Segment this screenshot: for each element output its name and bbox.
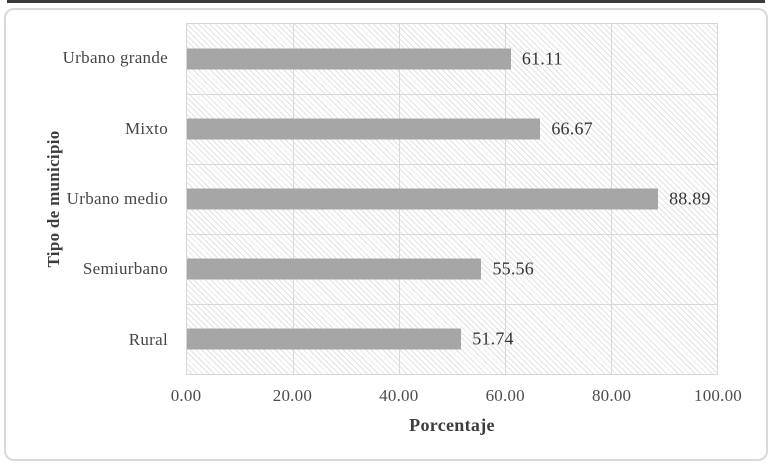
bar xyxy=(187,328,462,350)
category-axis-labels: Urbano grande Mixto Urbano medio Semiurbano… xyxy=(0,23,174,375)
x-tick-label: 60.00 xyxy=(485,386,525,405)
x-tick-label: 80.00 xyxy=(591,386,632,405)
value-label: 51.74 xyxy=(472,328,514,349)
value-label: 66.67 xyxy=(551,118,593,139)
bar xyxy=(187,188,659,210)
top-rule xyxy=(7,0,765,3)
bar xyxy=(187,118,541,140)
category-label: Mixto xyxy=(124,118,168,138)
category-label: Urbano medio xyxy=(66,189,168,208)
category-label: Rural xyxy=(128,329,168,349)
horizontal-gridline xyxy=(187,164,717,165)
category-label: Semiurbano xyxy=(82,259,168,279)
plot-area: 61.11 66.67 88.89 55.56 51.74 xyxy=(186,23,718,375)
x-tick-label: 100.00 xyxy=(694,386,742,405)
x-tick-label: 40.00 xyxy=(379,386,419,405)
category-label: Urbano grande xyxy=(62,48,168,68)
horizontal-gridline xyxy=(187,94,717,95)
bar xyxy=(187,258,482,280)
value-label: 61.11 xyxy=(521,48,563,69)
horizontal-gridline xyxy=(187,234,717,235)
horizontal-gridline xyxy=(187,304,717,305)
x-tick-label: 0.00 xyxy=(170,386,202,405)
x-tick-label: 20.00 xyxy=(272,386,313,405)
value-label: 88.89 xyxy=(669,188,711,209)
x-axis-ticks: 0.00 20.00 40.00 60.00 80.00 100.00 xyxy=(171,386,742,408)
x-axis-title: Porcentaje xyxy=(409,415,495,435)
value-label: 55.56 xyxy=(492,258,534,279)
bar xyxy=(187,48,511,70)
